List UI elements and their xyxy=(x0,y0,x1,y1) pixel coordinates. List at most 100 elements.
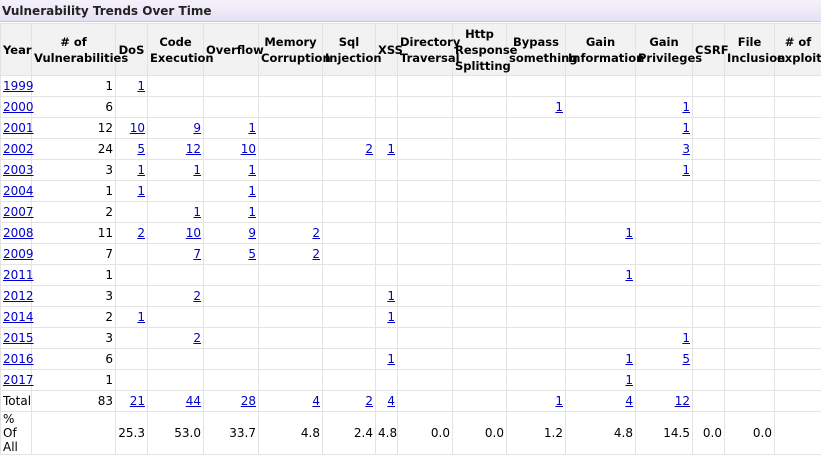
count-link[interactable]: 1 xyxy=(193,205,201,219)
value-cell xyxy=(775,244,821,265)
year-link[interactable]: 2001 xyxy=(3,121,34,135)
count-link[interactable]: 1 xyxy=(625,226,633,240)
count-link[interactable]: 1 xyxy=(682,121,690,135)
count-link[interactable]: 4 xyxy=(625,394,633,408)
count-link[interactable]: 1 xyxy=(682,100,690,114)
value-cell xyxy=(725,265,775,286)
count-cell: 21 xyxy=(116,391,148,412)
count-link[interactable]: 1 xyxy=(682,331,690,345)
count-link[interactable]: 5 xyxy=(682,352,690,366)
value-cell xyxy=(323,223,376,244)
year-link[interactable]: 2012 xyxy=(3,289,34,303)
year-link[interactable]: 2016 xyxy=(3,352,34,366)
value-cell xyxy=(566,181,636,202)
count-link[interactable]: 4 xyxy=(387,394,395,408)
column-header: XSS xyxy=(376,24,398,76)
count-link[interactable]: 44 xyxy=(186,394,201,408)
count-link[interactable]: 1 xyxy=(248,205,256,219)
count-link[interactable]: 5 xyxy=(137,142,145,156)
count-link[interactable]: 2 xyxy=(365,394,373,408)
year-link[interactable]: 2017 xyxy=(3,373,34,387)
value-cell xyxy=(398,223,453,244)
value-cell xyxy=(376,118,398,139)
value-cell xyxy=(775,370,821,391)
count-cell: 1 xyxy=(376,307,398,328)
count-link[interactable]: 1 xyxy=(387,352,395,366)
value-cell xyxy=(453,349,507,370)
count-link[interactable]: 3 xyxy=(682,142,690,156)
count-link[interactable]: 1 xyxy=(248,163,256,177)
count-cell: 12 xyxy=(636,391,693,412)
count-link[interactable]: 1 xyxy=(137,310,145,324)
column-header: DoS xyxy=(116,24,148,76)
count-link[interactable]: 10 xyxy=(186,226,201,240)
count-link[interactable]: 1 xyxy=(137,184,145,198)
year-link[interactable]: 2002 xyxy=(3,142,34,156)
count-link[interactable]: 1 xyxy=(387,310,395,324)
value-cell xyxy=(204,97,259,118)
count-link[interactable]: 2 xyxy=(137,226,145,240)
total-label: Total xyxy=(1,391,32,412)
value-cell xyxy=(259,181,323,202)
year-link[interactable]: 2015 xyxy=(3,331,34,345)
count-link[interactable]: 9 xyxy=(193,121,201,135)
count-link[interactable]: 1 xyxy=(137,163,145,177)
value-cell xyxy=(204,286,259,307)
count-link[interactable]: 28 xyxy=(241,394,256,408)
count-link[interactable]: 1 xyxy=(625,352,633,366)
count-link[interactable]: 1 xyxy=(248,184,256,198)
value-cell: 11 xyxy=(32,223,116,244)
count-link[interactable]: 2 xyxy=(312,247,320,261)
value-cell xyxy=(507,223,566,244)
count-link[interactable]: 1 xyxy=(555,394,563,408)
count-link[interactable]: 1 xyxy=(682,163,690,177)
count-link[interactable]: 12 xyxy=(675,394,690,408)
year-link[interactable]: 2000 xyxy=(3,100,34,114)
count-cell: 1 xyxy=(566,265,636,286)
count-link[interactable]: 1 xyxy=(625,268,633,282)
count-link[interactable]: 10 xyxy=(241,142,256,156)
count-link[interactable]: 2 xyxy=(365,142,373,156)
value-cell: 53.0 xyxy=(148,412,204,455)
year-link[interactable]: 2009 xyxy=(3,247,34,261)
value-cell xyxy=(398,202,453,223)
count-link[interactable]: 9 xyxy=(248,226,256,240)
count-link[interactable]: 1 xyxy=(137,79,145,93)
count-link[interactable]: 1 xyxy=(387,142,395,156)
count-link[interactable]: 5 xyxy=(248,247,256,261)
year-link[interactable]: 1999 xyxy=(3,79,34,93)
value-cell: 1 xyxy=(32,370,116,391)
value-cell xyxy=(376,76,398,97)
year-link[interactable]: 2014 xyxy=(3,310,34,324)
count-link[interactable]: 7 xyxy=(193,247,201,261)
count-link[interactable]: 1 xyxy=(387,289,395,303)
count-cell: 4 xyxy=(259,391,323,412)
value-cell: 0.0 xyxy=(725,412,775,455)
count-link[interactable]: 21 xyxy=(130,394,145,408)
count-link[interactable]: 1 xyxy=(248,121,256,135)
value-cell xyxy=(116,349,148,370)
count-link[interactable]: 1 xyxy=(193,163,201,177)
count-link[interactable]: 1 xyxy=(555,100,563,114)
count-link[interactable]: 1 xyxy=(625,373,633,387)
year-link[interactable]: 2004 xyxy=(3,184,34,198)
value-cell xyxy=(259,286,323,307)
year-link[interactable]: 2008 xyxy=(3,226,34,240)
value-cell xyxy=(323,265,376,286)
year-link[interactable]: 2007 xyxy=(3,205,34,219)
count-link[interactable]: 4 xyxy=(312,394,320,408)
count-link[interactable]: 10 xyxy=(130,121,145,135)
value-cell xyxy=(116,265,148,286)
count-link[interactable]: 2 xyxy=(193,331,201,345)
value-cell xyxy=(376,244,398,265)
count-link[interactable]: 12 xyxy=(186,142,201,156)
year-link[interactable]: 2003 xyxy=(3,163,34,177)
count-cell: 2 xyxy=(323,139,376,160)
count-link[interactable]: 2 xyxy=(312,226,320,240)
count-link[interactable]: 2 xyxy=(193,289,201,303)
year-link[interactable]: 2011 xyxy=(3,268,34,282)
